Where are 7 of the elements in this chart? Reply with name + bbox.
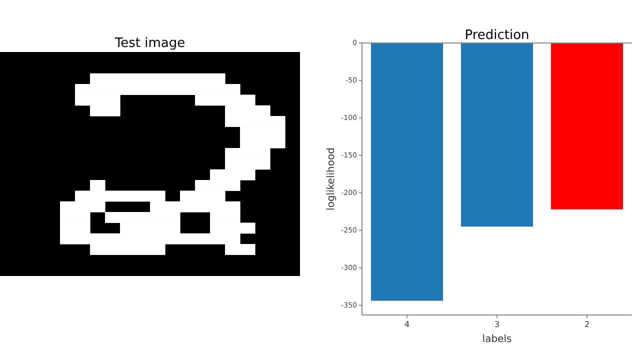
text: Test image	[114, 36, 186, 51]
x-axis-title: labels	[482, 334, 512, 345]
x-tick-label: 2	[584, 320, 590, 329]
x-tick-label: 4	[404, 320, 410, 329]
y-axis-title: loglikelihood	[326, 148, 337, 210]
x-tick-label: 3	[494, 320, 500, 329]
chart-title: Prediction	[464, 28, 530, 43]
